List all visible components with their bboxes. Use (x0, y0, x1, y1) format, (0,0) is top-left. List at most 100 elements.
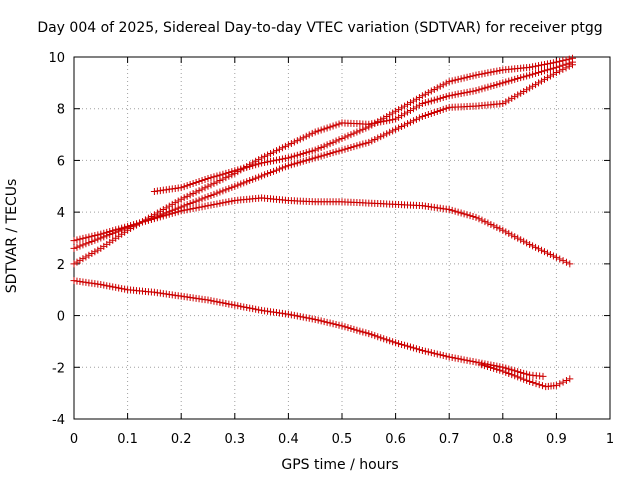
data-point (213, 200, 221, 208)
data-point (543, 66, 551, 74)
data-point (526, 240, 534, 248)
data-point (490, 81, 498, 89)
x-tick-label: 0 (70, 432, 78, 447)
data-point (82, 234, 90, 242)
data-point (344, 144, 352, 152)
data-point (246, 304, 254, 312)
data-point (424, 89, 432, 97)
data-point (237, 180, 245, 188)
data-point (183, 192, 191, 200)
data-point (216, 171, 224, 179)
data-point (177, 195, 185, 203)
data-point (156, 213, 164, 221)
data-point (168, 200, 176, 208)
data-point (493, 81, 501, 89)
data-point (204, 296, 212, 304)
data-point (317, 144, 325, 151)
data-point (549, 252, 557, 260)
data-point (204, 182, 212, 190)
data-point (517, 374, 525, 382)
data-point (454, 208, 462, 216)
data-point (270, 157, 278, 165)
data-point (183, 182, 191, 190)
data-point (424, 110, 432, 118)
x-axis-label: GPS time / hours (281, 457, 399, 473)
data-point (559, 57, 567, 65)
data-point (201, 176, 209, 184)
data-point (523, 86, 531, 94)
grid (74, 57, 610, 419)
data-point (115, 284, 123, 292)
data-point (359, 140, 367, 148)
data-point (427, 87, 435, 95)
data-point (124, 222, 132, 230)
data-point (475, 86, 483, 94)
data-point (484, 83, 492, 91)
data-point (314, 316, 322, 324)
data-point (469, 212, 477, 220)
data-point (275, 145, 283, 153)
data-point (284, 154, 292, 162)
data-point (332, 121, 340, 129)
data-point (213, 298, 221, 306)
data-point (460, 89, 468, 97)
data-point (138, 218, 146, 226)
data-point (228, 197, 236, 205)
data-point (347, 144, 355, 151)
data-point (508, 76, 516, 84)
data-point (240, 303, 248, 311)
data-point (418, 100, 426, 108)
data-point (478, 216, 486, 224)
data-point (332, 320, 340, 328)
data-point (392, 115, 400, 123)
data-point (177, 207, 185, 215)
data-point (559, 65, 567, 73)
data-point (377, 116, 385, 124)
data-point (395, 124, 403, 132)
data-point (472, 87, 480, 95)
data-point (308, 155, 316, 163)
series-curve-4 (70, 194, 574, 268)
data-point (362, 139, 370, 147)
data-point (246, 162, 254, 170)
data-point (532, 62, 540, 70)
data-point (177, 184, 185, 192)
data-point (231, 182, 239, 190)
data-point (121, 223, 129, 231)
data-point (511, 372, 519, 380)
data-point (430, 349, 438, 357)
data-point (505, 369, 513, 377)
series-curve-3 (150, 54, 576, 195)
data-point (418, 112, 426, 120)
data-point (478, 85, 486, 93)
data-point (433, 84, 441, 92)
data-point (406, 343, 414, 351)
data-point (311, 146, 319, 154)
data-point (436, 351, 444, 359)
data-point (421, 347, 429, 355)
y-tick-label: 10 (48, 51, 65, 66)
data-point (302, 156, 310, 164)
x-tick-label: 0.6 (385, 432, 406, 447)
data-point (350, 325, 358, 333)
data-point (284, 162, 292, 170)
data-point (466, 88, 474, 96)
data-point (270, 148, 278, 156)
data-point (88, 232, 96, 240)
data-point (174, 197, 182, 205)
data-point (424, 98, 432, 106)
data-point (540, 248, 548, 256)
data-point (73, 243, 81, 251)
data-point (404, 108, 412, 116)
data-point (487, 68, 495, 76)
data-point (234, 166, 242, 174)
x-tick-label: 0.7 (439, 432, 460, 447)
data-point (520, 237, 528, 245)
data-point (404, 120, 412, 128)
data-point (237, 165, 245, 173)
data-point (195, 187, 203, 195)
data-point (371, 332, 379, 340)
data-point (392, 339, 400, 347)
data-point (79, 234, 87, 242)
data-point (267, 168, 275, 176)
